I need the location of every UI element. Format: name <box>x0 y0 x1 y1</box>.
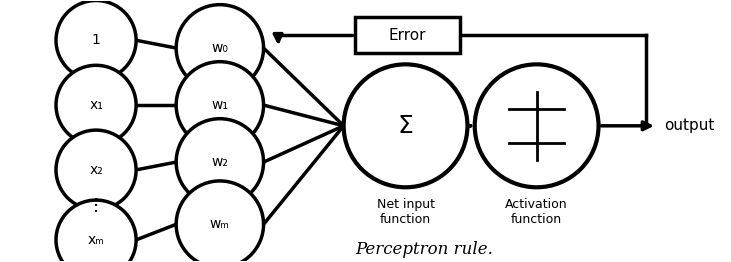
Text: Net input
function: Net input function <box>376 198 434 226</box>
Ellipse shape <box>176 119 264 205</box>
Text: wₘ: wₘ <box>210 217 230 231</box>
Ellipse shape <box>56 200 136 262</box>
Text: x₂: x₂ <box>89 163 103 177</box>
Ellipse shape <box>176 5 264 91</box>
Text: xₘ: xₘ <box>88 233 105 247</box>
FancyBboxPatch shape <box>355 17 461 53</box>
Ellipse shape <box>474 64 599 187</box>
Ellipse shape <box>56 1 136 80</box>
Text: output: output <box>664 118 714 133</box>
Ellipse shape <box>56 130 136 210</box>
Text: w₀: w₀ <box>211 41 228 55</box>
Text: Activation
function: Activation function <box>505 198 568 226</box>
Text: 1: 1 <box>91 33 100 47</box>
Text: w₁: w₁ <box>211 98 228 112</box>
Text: x₁: x₁ <box>89 98 103 112</box>
Ellipse shape <box>56 65 136 145</box>
Text: Perceptron rule.: Perceptron rule. <box>355 241 493 258</box>
Text: ⋯: ⋯ <box>87 193 105 211</box>
Ellipse shape <box>176 181 264 262</box>
Text: w₂: w₂ <box>211 155 228 169</box>
Text: Σ: Σ <box>398 114 414 138</box>
Ellipse shape <box>176 62 264 149</box>
Text: Error: Error <box>389 28 426 43</box>
Ellipse shape <box>344 64 467 187</box>
